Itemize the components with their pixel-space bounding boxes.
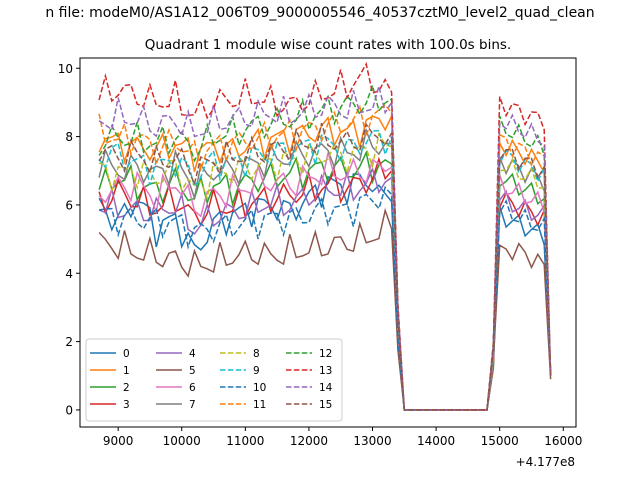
- y-tick-label: 0: [65, 403, 73, 417]
- x-tick-label: 10000: [163, 434, 201, 448]
- y-tick-label: 8: [65, 130, 73, 144]
- y-tick-label: 6: [65, 198, 73, 212]
- legend-item-0: 0: [90, 348, 130, 360]
- legend-item-13: 13: [286, 365, 332, 377]
- y-tick-label: 10: [58, 62, 73, 76]
- legend-label: 11: [253, 399, 266, 411]
- legend-box: [85, 338, 343, 422]
- legend-label: 5: [189, 365, 196, 377]
- legend-item-2: 2: [90, 382, 130, 394]
- legend-item-7: 7: [156, 399, 196, 411]
- legend-item-4: 4: [156, 348, 196, 360]
- legend-item-11: 11: [220, 399, 266, 411]
- legend-item-12: 12: [286, 348, 332, 360]
- x-tick-label: 14000: [417, 434, 455, 448]
- legend-item-8: 8: [220, 348, 260, 360]
- legend-label: 6: [189, 382, 196, 394]
- legend-label: 0: [123, 348, 130, 360]
- x-tick-label: 11000: [226, 434, 264, 448]
- x-tick-label: 9000: [103, 434, 134, 448]
- series-line-14: [98, 83, 552, 411]
- legend-label: 10: [253, 382, 266, 394]
- x-axis: 9000 10000 11000 12000 13000 14000 15000 16000: [103, 427, 582, 448]
- legend-label: 12: [319, 348, 332, 360]
- legend-item-5: 5: [156, 365, 196, 377]
- legend-label: 8: [253, 348, 260, 360]
- y-tick-label: 4: [65, 267, 73, 281]
- x-tick-label: 13000: [353, 434, 391, 448]
- legend-label: 9: [253, 365, 260, 377]
- chart-title: Quadrant 1 module wise count rates with …: [145, 37, 511, 53]
- legend-item-14: 14: [286, 382, 333, 394]
- legend-label: 15: [319, 399, 332, 411]
- x-tick-label: 12000: [290, 434, 328, 448]
- legend-label: 1: [123, 365, 130, 377]
- legend-label: 13: [319, 365, 332, 377]
- legend-item-9: 9: [220, 365, 260, 377]
- y-axis: 0 2 4 6 8 10: [58, 62, 80, 417]
- legend-item-6: 6: [156, 382, 196, 394]
- figure-suptitle: n file: modeM0/AS1A12_006T09_9000005546_…: [45, 5, 594, 21]
- legend-label: 7: [189, 399, 196, 411]
- legend-item-10: 10: [220, 382, 266, 394]
- x-tick-label: 16000: [544, 434, 582, 448]
- plot-area: [98, 61, 552, 411]
- x-tick-label: 15000: [481, 434, 519, 448]
- legend-item-1: 1: [90, 365, 130, 377]
- legend-item-3: 3: [90, 399, 130, 411]
- legend-label: 3: [123, 399, 130, 411]
- axes-frame: [79, 57, 577, 428]
- series-line-15: [98, 122, 552, 411]
- y-tick-label: 2: [65, 335, 73, 349]
- legend-label: 2: [123, 382, 130, 394]
- x-axis-offset-label: +4.177e8: [516, 455, 575, 469]
- legend-label: 14: [319, 382, 333, 394]
- legend-label: 4: [189, 348, 196, 360]
- legend-item-15: 15: [286, 399, 332, 411]
